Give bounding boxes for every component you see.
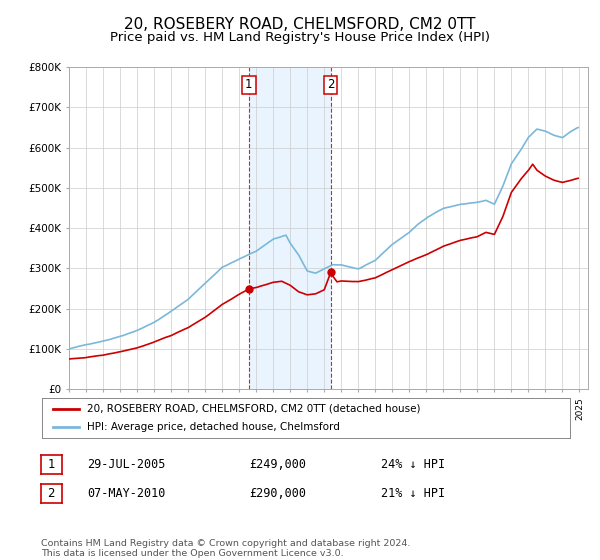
Text: 2: 2 — [327, 78, 334, 91]
Text: 29-JUL-2005: 29-JUL-2005 — [87, 458, 166, 472]
Text: £249,000: £249,000 — [249, 458, 306, 472]
Text: 2: 2 — [47, 487, 55, 501]
Text: Price paid vs. HM Land Registry's House Price Index (HPI): Price paid vs. HM Land Registry's House … — [110, 31, 490, 44]
Text: £290,000: £290,000 — [249, 487, 306, 501]
Text: 1: 1 — [47, 458, 55, 472]
Text: 20, ROSEBERY ROAD, CHELMSFORD, CM2 0TT: 20, ROSEBERY ROAD, CHELMSFORD, CM2 0TT — [124, 17, 476, 32]
Text: HPI: Average price, detached house, Chelmsford: HPI: Average price, detached house, Chel… — [87, 422, 340, 432]
Bar — [249, 67, 331, 389]
Text: 20, ROSEBERY ROAD, CHELMSFORD, CM2 0TT (detached house): 20, ROSEBERY ROAD, CHELMSFORD, CM2 0TT (… — [87, 404, 421, 414]
Text: 1: 1 — [245, 78, 253, 91]
Text: 07-MAY-2010: 07-MAY-2010 — [87, 487, 166, 501]
Text: 24% ↓ HPI: 24% ↓ HPI — [381, 458, 445, 472]
Text: 21% ↓ HPI: 21% ↓ HPI — [381, 487, 445, 501]
Text: Contains HM Land Registry data © Crown copyright and database right 2024.
This d: Contains HM Land Registry data © Crown c… — [41, 539, 410, 558]
